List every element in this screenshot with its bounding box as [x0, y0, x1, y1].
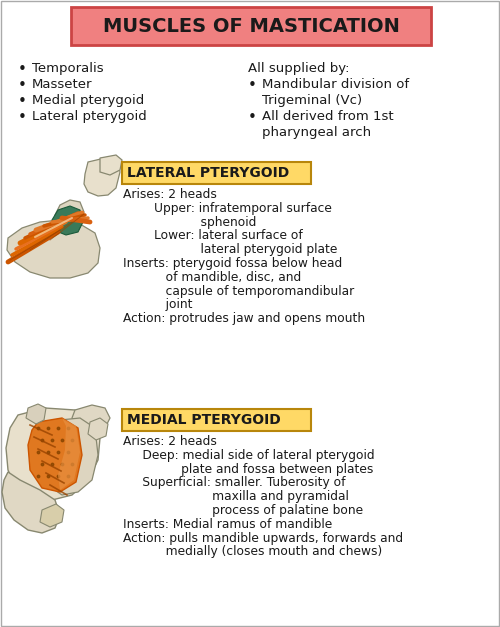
Polygon shape — [48, 418, 98, 495]
Polygon shape — [40, 504, 64, 527]
Text: Temporalis: Temporalis — [32, 62, 104, 75]
Text: •: • — [18, 110, 27, 125]
Text: pharyngeal arch: pharyngeal arch — [262, 126, 371, 139]
Text: Medial pterygoid: Medial pterygoid — [32, 94, 144, 107]
Polygon shape — [55, 200, 84, 226]
Text: •: • — [18, 62, 27, 77]
Text: •: • — [248, 78, 257, 93]
Text: Superficial: smaller. Tuberosity of: Superficial: smaller. Tuberosity of — [123, 477, 346, 490]
Text: •: • — [18, 78, 27, 93]
Text: Lower: lateral surface of: Lower: lateral surface of — [123, 229, 303, 243]
Polygon shape — [7, 220, 100, 278]
Text: Mandibular division of: Mandibular division of — [262, 78, 409, 91]
Text: capsule of temporomandibular: capsule of temporomandibular — [123, 285, 354, 298]
Text: sphenoid: sphenoid — [123, 216, 256, 229]
Text: LATERAL PTERYGOID: LATERAL PTERYGOID — [127, 166, 289, 180]
Polygon shape — [88, 418, 108, 440]
Text: plate and fossa between plates: plate and fossa between plates — [123, 463, 374, 476]
Text: Deep: medial side of lateral pterygoid: Deep: medial side of lateral pterygoid — [123, 449, 374, 462]
Text: Lateral pterygoid: Lateral pterygoid — [32, 110, 147, 123]
Text: Arises: 2 heads: Arises: 2 heads — [123, 188, 217, 201]
Text: Trigeminal (Vc): Trigeminal (Vc) — [262, 94, 362, 107]
FancyBboxPatch shape — [71, 7, 431, 45]
Text: Upper: infratemporal surface: Upper: infratemporal surface — [123, 202, 332, 215]
Text: •: • — [248, 110, 257, 125]
Text: Inserts: pterygoid fossa below head: Inserts: pterygoid fossa below head — [123, 257, 342, 270]
Polygon shape — [72, 405, 110, 430]
Text: •: • — [18, 94, 27, 109]
Text: process of palatine bone: process of palatine bone — [123, 504, 363, 517]
Text: MEDIAL PTERYGOID: MEDIAL PTERYGOID — [127, 413, 281, 427]
Text: Masseter: Masseter — [32, 78, 92, 91]
Polygon shape — [58, 418, 80, 490]
Text: Action: protrudes jaw and opens mouth: Action: protrudes jaw and opens mouth — [123, 312, 365, 325]
Polygon shape — [2, 472, 60, 533]
Polygon shape — [28, 418, 82, 492]
Polygon shape — [6, 408, 100, 500]
Polygon shape — [26, 404, 46, 424]
Text: Inserts: Medial ramus of mandible: Inserts: Medial ramus of mandible — [123, 518, 332, 531]
Polygon shape — [52, 206, 83, 235]
FancyBboxPatch shape — [122, 162, 311, 184]
Text: joint: joint — [123, 298, 192, 312]
FancyBboxPatch shape — [122, 409, 311, 431]
Polygon shape — [84, 158, 120, 196]
Text: All supplied by:: All supplied by: — [248, 62, 350, 75]
Text: medially (closes mouth and chews): medially (closes mouth and chews) — [123, 545, 382, 559]
Text: All derived from 1st: All derived from 1st — [262, 110, 394, 123]
Text: Arises: 2 heads: Arises: 2 heads — [123, 435, 217, 448]
Text: maxilla and pyramidal: maxilla and pyramidal — [123, 490, 349, 503]
Text: Action: pulls mandible upwards, forwards and: Action: pulls mandible upwards, forwards… — [123, 532, 403, 545]
Polygon shape — [100, 155, 122, 175]
Text: MUSCLES OF MASTICATION: MUSCLES OF MASTICATION — [102, 16, 400, 36]
Text: of mandible, disc, and: of mandible, disc, and — [123, 271, 301, 284]
Text: lateral pterygoid plate: lateral pterygoid plate — [123, 243, 338, 256]
